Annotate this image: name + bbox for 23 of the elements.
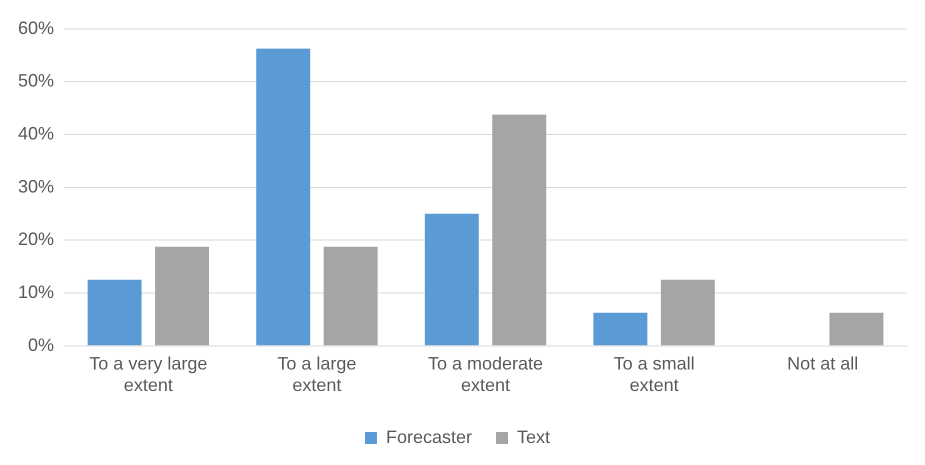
bar — [88, 280, 142, 346]
x-tick-label: Not at all — [787, 354, 858, 374]
bar — [593, 312, 648, 346]
y-tick-label: 40% — [18, 123, 54, 144]
bar — [829, 312, 884, 346]
y-tick-label: 30% — [18, 176, 54, 196]
x-tick-label: To a small extent — [614, 354, 695, 396]
bar — [324, 246, 378, 346]
y-tick-label: 60% — [18, 18, 54, 38]
x-tick-label: To a large extent — [277, 354, 356, 396]
x-tick-label: To a moderate extent — [428, 354, 544, 396]
y-tick-label: 20% — [18, 229, 54, 250]
bar — [660, 280, 715, 346]
legend-label: Forecaster — [386, 426, 472, 447]
y-tick-label: 0% — [28, 334, 54, 355]
bar — [492, 114, 546, 346]
y-tick-label: 10% — [18, 282, 54, 302]
y-tick-label: 50% — [18, 70, 54, 91]
legend-label: Text — [517, 426, 550, 447]
bar — [155, 246, 210, 346]
bar — [256, 48, 310, 346]
bar — [424, 214, 479, 346]
x-tick-label: To a very large extent — [89, 354, 208, 396]
